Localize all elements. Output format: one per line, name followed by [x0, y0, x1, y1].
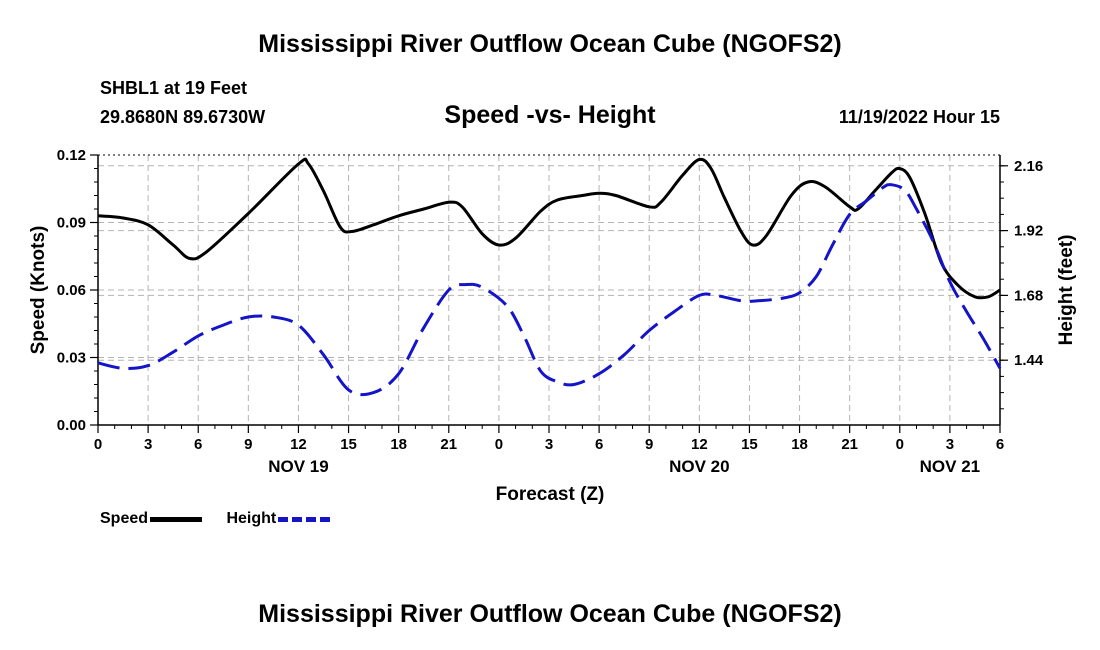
- x-axis-label: Forecast (Z): [496, 484, 605, 505]
- x-tick-label: 9: [645, 436, 653, 453]
- day-label: NOV 19: [268, 457, 328, 476]
- x-tick-label: 3: [545, 436, 553, 453]
- x-tick-label: 3: [144, 436, 152, 453]
- station-coordinates: 29.8680N 89.6730W: [100, 107, 266, 127]
- y-left-tick-label: 0.00: [57, 417, 86, 434]
- legend: Speed Height: [100, 510, 350, 528]
- x-tick-label: 9: [244, 436, 252, 453]
- x-tick-label: 6: [996, 436, 1004, 453]
- legend-height: Height: [226, 510, 331, 528]
- x-tick-label: 21: [841, 436, 858, 453]
- footer-title: Mississippi River Outflow Ocean Cube (NG…: [258, 600, 842, 628]
- x-tick-label: 0: [495, 436, 503, 453]
- y-left-tick-label: 0.06: [57, 282, 86, 299]
- y-right-tick-label: 1.92: [1014, 223, 1043, 240]
- x-tick-label: 6: [194, 436, 202, 453]
- x-tick-label: 12: [691, 436, 708, 453]
- axes: 0 3 6 9 12 15 18 21 0 3 6 9 12 15 18 21 0 3 6 NOV 19 NOV 20 N…: [57, 147, 1044, 476]
- day-label: NOV 21: [920, 457, 980, 476]
- x-tick-label: 0: [94, 436, 102, 453]
- series-line-height: [97, 183, 1002, 397]
- y-left-tick-label: 0.09: [57, 215, 86, 232]
- legend-speed-label: Speed: [100, 510, 149, 527]
- legend-height-label: Height: [226, 510, 277, 527]
- y-left-tick-label: 0.12: [57, 147, 86, 164]
- x-tick-label: 18: [390, 436, 407, 453]
- y-right-tick-label: 1.44: [1014, 352, 1044, 369]
- x-tick-label: 0: [896, 436, 904, 453]
- series: [97, 157, 1002, 397]
- series-line-speed: [97, 157, 1001, 300]
- chart-subtitle: Speed -vs- Height: [444, 101, 656, 129]
- x-tick-label: 6: [595, 436, 603, 453]
- legend-height-swatch: [278, 516, 331, 522]
- y-right-tick-label: 2.16: [1014, 158, 1043, 175]
- legend-speed-swatch: [150, 516, 203, 522]
- y-axis-left-label: Speed (Knots): [28, 226, 49, 355]
- y-left-tick-label: 0.03: [57, 350, 86, 367]
- x-tick-label: 18: [791, 436, 808, 453]
- legend-speed: Speed: [100, 510, 203, 528]
- y-axis-right-label: Height (feet): [1056, 235, 1077, 346]
- y-right-tick-label: 1.68: [1014, 287, 1043, 304]
- forecast-datetime: 11/19/2022 Hour 15: [838, 107, 1000, 127]
- x-tick-label: 12: [290, 436, 307, 453]
- grid: [98, 154, 1000, 425]
- x-tick-label: 15: [340, 436, 357, 453]
- x-tick-label: 15: [741, 436, 758, 453]
- x-tick-label: 21: [440, 436, 457, 453]
- axis-labels: Forecast (Z) Speed (Knots) Height (feet): [28, 226, 1077, 505]
- station-label: SHBL1 at 19 Feet: [100, 78, 248, 98]
- chart-title: Mississippi River Outflow Ocean Cube (NG…: [258, 30, 842, 58]
- day-label: NOV 20: [669, 457, 729, 476]
- x-tick-label: 3: [946, 436, 954, 453]
